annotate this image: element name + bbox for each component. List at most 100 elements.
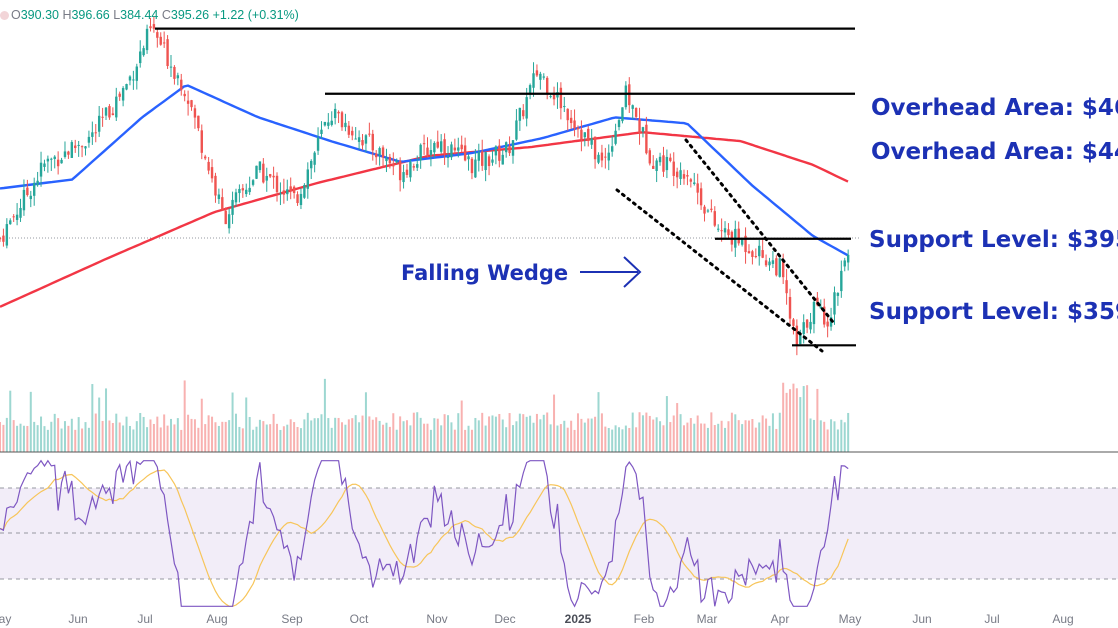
volume-bar bbox=[265, 424, 268, 452]
x-tick-2025: 2025 bbox=[565, 612, 592, 626]
candle bbox=[433, 141, 436, 158]
candle bbox=[761, 238, 764, 259]
candle bbox=[200, 124, 203, 160]
volume-bar bbox=[826, 429, 829, 452]
volume-bar bbox=[467, 425, 470, 452]
candle bbox=[364, 134, 368, 153]
candle bbox=[402, 164, 405, 189]
volume-bar bbox=[583, 422, 586, 452]
close-label: C bbox=[161, 8, 171, 22]
candle bbox=[754, 248, 758, 259]
candle bbox=[727, 223, 730, 239]
volume-bar bbox=[323, 378, 326, 452]
volume-bar bbox=[477, 420, 480, 452]
volume-bar bbox=[255, 426, 258, 452]
candle bbox=[819, 299, 822, 309]
volume-bar bbox=[128, 425, 131, 452]
candle bbox=[706, 208, 710, 213]
volume-bar bbox=[525, 416, 528, 452]
candle bbox=[484, 151, 487, 182]
volume-bar bbox=[364, 392, 367, 452]
volume-bar bbox=[170, 418, 172, 452]
candle bbox=[600, 144, 604, 168]
candle bbox=[388, 153, 392, 169]
volume-bar bbox=[327, 418, 330, 452]
volume-bar bbox=[747, 420, 750, 452]
candle bbox=[532, 62, 535, 97]
candle bbox=[805, 319, 809, 334]
volume-bar bbox=[494, 416, 497, 452]
volume-bar bbox=[611, 429, 614, 452]
volume-bar bbox=[587, 418, 590, 452]
candle bbox=[115, 87, 118, 122]
candle bbox=[669, 153, 672, 163]
volume-bar bbox=[737, 420, 740, 452]
candle bbox=[590, 129, 593, 149]
candle bbox=[573, 109, 576, 137]
volume-bar bbox=[720, 420, 723, 452]
volume-bar bbox=[621, 429, 624, 452]
candle bbox=[0, 236, 2, 242]
candle bbox=[262, 158, 265, 184]
candle bbox=[272, 166, 275, 189]
volume-bar bbox=[173, 424, 176, 452]
candle bbox=[593, 136, 597, 169]
x-axis: May Jun Jul Aug Sep Oct Nov Dec 2025 Feb… bbox=[0, 612, 1074, 626]
volume-bar bbox=[224, 421, 227, 452]
volume-bar bbox=[77, 417, 80, 452]
volume-bar bbox=[570, 420, 573, 452]
volume-bar bbox=[351, 418, 354, 452]
volume-bar bbox=[36, 425, 39, 452]
candle bbox=[316, 127, 320, 155]
volume-bar bbox=[180, 429, 183, 452]
candle bbox=[775, 255, 778, 277]
volume-bar bbox=[289, 419, 292, 452]
volume-bar bbox=[221, 421, 224, 452]
candle bbox=[74, 139, 77, 153]
candle bbox=[156, 27, 159, 48]
volume-bar bbox=[614, 425, 617, 452]
volume-bar bbox=[505, 427, 508, 452]
candle bbox=[26, 179, 29, 197]
candle bbox=[108, 104, 111, 120]
volume-bar bbox=[382, 424, 385, 452]
volume-bar bbox=[847, 412, 850, 452]
candle bbox=[723, 221, 727, 239]
candle bbox=[840, 260, 843, 298]
volume-bar bbox=[655, 417, 658, 452]
volume-bar bbox=[484, 425, 487, 452]
volume-bar bbox=[26, 425, 29, 452]
x-tick-sep: Sep bbox=[281, 612, 303, 626]
candle bbox=[80, 145, 84, 158]
volume-bar bbox=[429, 429, 432, 452]
volume-bar bbox=[139, 412, 142, 452]
candle bbox=[210, 159, 214, 183]
volume-bar bbox=[778, 412, 781, 452]
candle bbox=[245, 183, 248, 197]
candle bbox=[812, 300, 816, 334]
candle bbox=[299, 188, 303, 210]
volume-bar bbox=[727, 421, 730, 452]
candle bbox=[9, 218, 12, 225]
wedge-upper-line bbox=[684, 138, 835, 324]
volume-bar bbox=[187, 414, 190, 452]
volume-bar bbox=[204, 424, 207, 452]
volume-bar bbox=[334, 417, 337, 452]
candle bbox=[183, 90, 186, 102]
x-tick-jul: Jul bbox=[137, 612, 152, 626]
candle bbox=[563, 96, 566, 113]
volume-bar bbox=[686, 422, 689, 452]
volume-bar bbox=[286, 424, 289, 452]
volume-bar bbox=[549, 424, 552, 452]
candle bbox=[672, 152, 675, 187]
rsi-pane bbox=[0, 459, 1118, 608]
x-tick-jul-2025: Jul bbox=[984, 612, 999, 626]
candle bbox=[771, 250, 775, 269]
candle bbox=[511, 140, 515, 164]
volume-bar bbox=[840, 419, 843, 452]
candle bbox=[614, 123, 617, 146]
arrow-right-icon bbox=[580, 256, 642, 288]
volume-bar bbox=[624, 425, 627, 452]
volume-bar bbox=[19, 423, 22, 452]
